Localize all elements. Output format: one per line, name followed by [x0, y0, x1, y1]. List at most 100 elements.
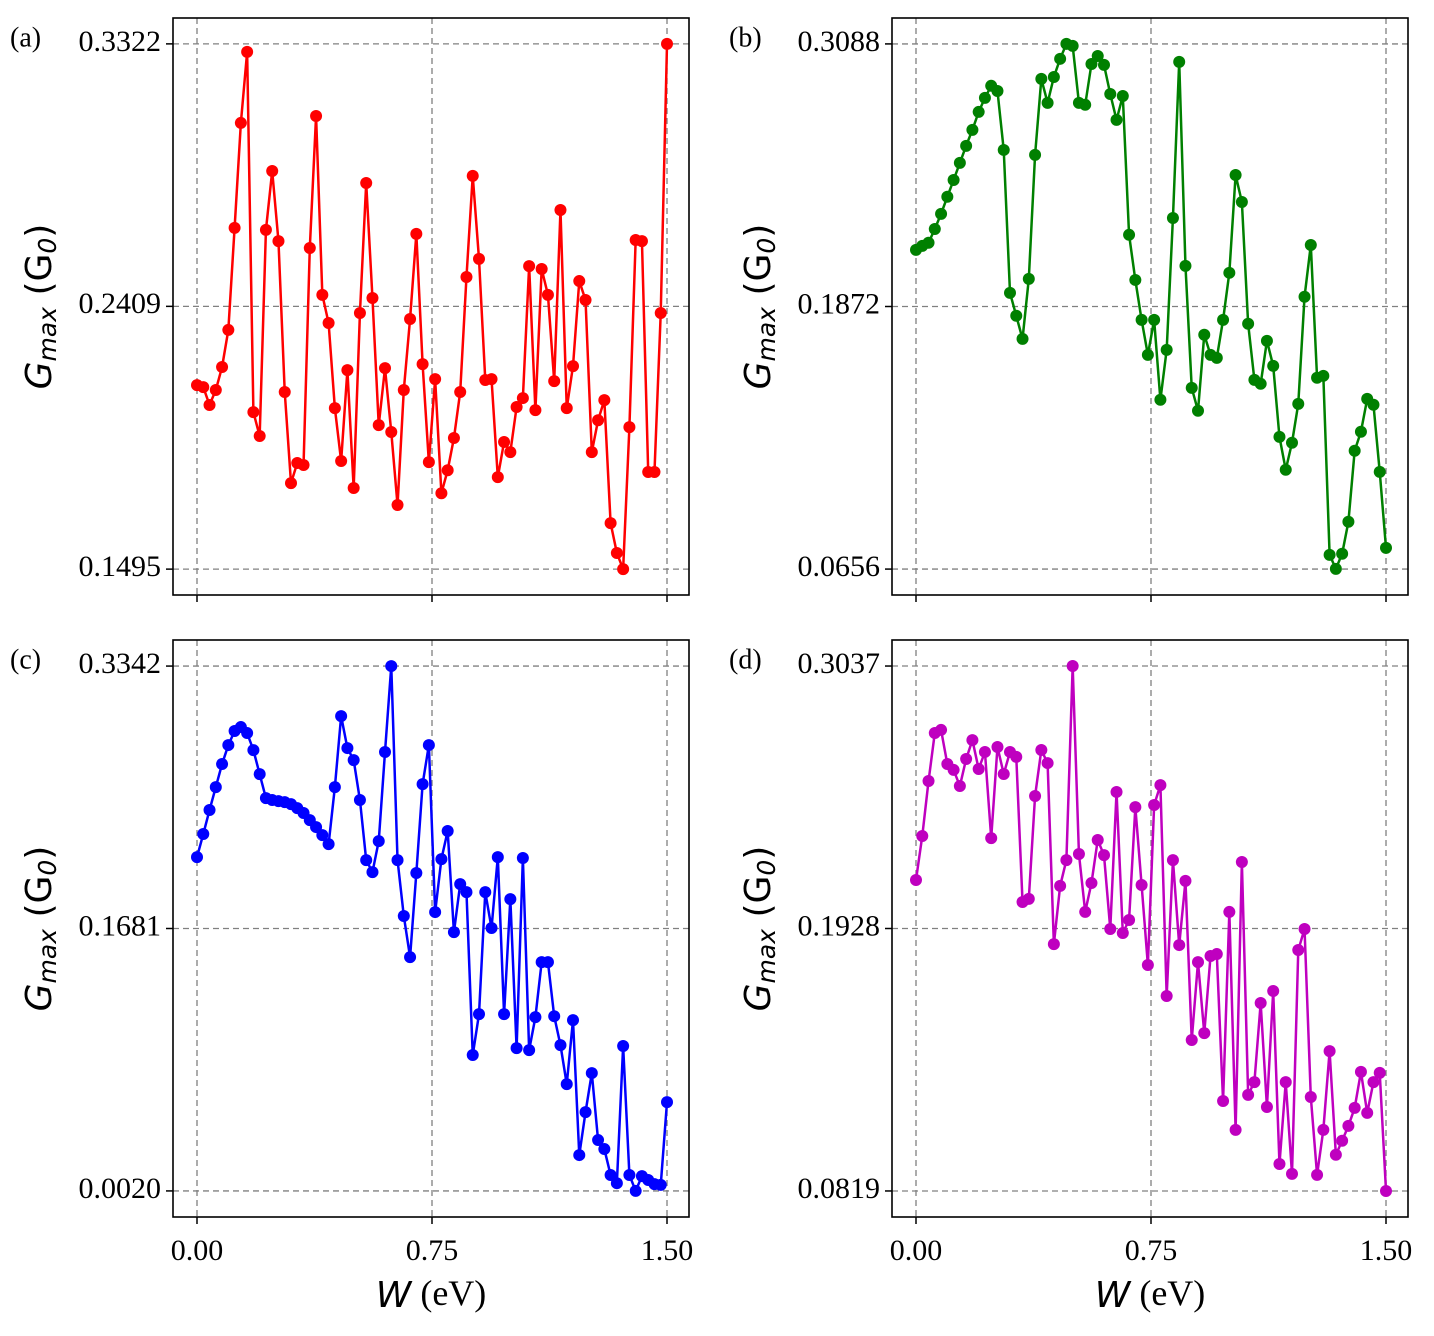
y-axis-label-part: G — [19, 983, 60, 1011]
data-point — [285, 477, 298, 490]
data-point — [548, 375, 561, 388]
data-point — [347, 482, 360, 495]
data-point — [510, 1042, 523, 1055]
x-tick-label: 1.50 — [641, 1234, 694, 1267]
data-point — [485, 922, 498, 935]
panel-label: (c) — [10, 644, 41, 675]
panel-label: (b) — [729, 22, 762, 53]
data-point — [567, 360, 580, 373]
data-point — [1267, 984, 1280, 997]
data-point — [360, 177, 373, 190]
y-axis-label-part: 0 — [33, 238, 62, 254]
data-point — [1286, 436, 1299, 449]
data-point — [523, 1044, 536, 1057]
data-point — [441, 464, 454, 477]
data-point — [629, 1184, 642, 1197]
panel: 0.0020 0.1681 0.3342 0.00 0.75 1.50 (c) Gmax (G… — [10, 639, 694, 1316]
data-point — [947, 763, 960, 776]
data-point — [1342, 515, 1355, 528]
y-axis-label-part: ) — [738, 846, 779, 860]
data-point — [353, 306, 366, 319]
data-point — [429, 373, 442, 386]
data-point — [1217, 313, 1230, 326]
data-point — [972, 762, 985, 775]
data-point — [573, 1149, 586, 1162]
data-point — [410, 227, 423, 240]
data-point — [985, 832, 998, 845]
axes-frame — [172, 17, 690, 596]
data-point — [1329, 1148, 1342, 1161]
data-point — [1154, 779, 1167, 792]
data-point — [303, 241, 316, 254]
data-point — [585, 446, 598, 459]
data-point — [560, 402, 573, 415]
data-point — [1135, 313, 1148, 326]
data-point — [460, 271, 473, 284]
data-point — [1085, 877, 1098, 890]
y-axis-label-part: ) — [19, 224, 60, 238]
data-point — [1336, 547, 1349, 560]
data-point — [253, 430, 266, 443]
data-point — [1373, 1066, 1386, 1079]
data-point — [1223, 266, 1236, 279]
data-point — [429, 906, 442, 919]
data-point — [498, 436, 511, 449]
data-point — [935, 723, 948, 736]
data-point — [491, 471, 504, 484]
data-point — [1141, 348, 1154, 361]
data-point — [635, 235, 648, 248]
x-tick-label: 0.75 — [1125, 1234, 1178, 1267]
data-point — [1104, 922, 1117, 935]
data-point — [1304, 1091, 1317, 1104]
data-point — [623, 1168, 636, 1181]
data-point — [972, 105, 985, 118]
data-point — [610, 1177, 623, 1190]
data-point — [435, 487, 448, 500]
data-point — [1148, 313, 1161, 326]
panel-label: (d) — [729, 644, 762, 675]
data-point — [997, 767, 1010, 780]
data-point — [1022, 892, 1035, 905]
data-point — [397, 384, 410, 397]
data-point — [316, 829, 329, 842]
x-tick-label: 1.50 — [1360, 1234, 1413, 1267]
data-point — [1166, 854, 1179, 867]
data-point — [1047, 70, 1060, 83]
y-tick-label: 0.3037 — [798, 647, 881, 680]
data-point — [203, 398, 216, 411]
data-point — [241, 727, 254, 740]
data-point — [347, 754, 360, 767]
data-point — [1016, 332, 1029, 345]
data-point — [504, 446, 517, 459]
data-point — [1166, 211, 1179, 224]
data-point — [516, 392, 529, 405]
data-point — [1292, 397, 1305, 410]
data-point — [1336, 1134, 1349, 1147]
data-point — [1198, 328, 1211, 341]
data-point — [216, 758, 229, 771]
axes-frame — [172, 639, 690, 1218]
y-axis-label: Gmax (G0) — [738, 846, 781, 1012]
data-point — [648, 465, 661, 478]
data-point — [1298, 922, 1311, 935]
data-point — [1311, 1168, 1324, 1181]
data-point — [410, 867, 423, 880]
data-point — [1354, 425, 1367, 438]
data-point — [1254, 997, 1267, 1010]
data-point — [1179, 259, 1192, 272]
y-tick-label: 0.0819 — [798, 1172, 881, 1205]
data-point — [460, 886, 473, 899]
y-axis-label-part: ) — [19, 846, 60, 860]
y-axis-label-part: ) — [738, 224, 779, 238]
data-point — [1004, 286, 1017, 299]
data-point — [335, 710, 348, 723]
data-point — [372, 835, 385, 848]
data-point — [1304, 238, 1317, 251]
data-point — [473, 1008, 486, 1021]
data-point — [554, 204, 567, 217]
data-point — [297, 459, 310, 472]
data-point — [1223, 905, 1236, 918]
y-axis-label-part: (G — [738, 876, 779, 929]
data-point — [1273, 430, 1286, 443]
data-point — [1079, 98, 1092, 111]
